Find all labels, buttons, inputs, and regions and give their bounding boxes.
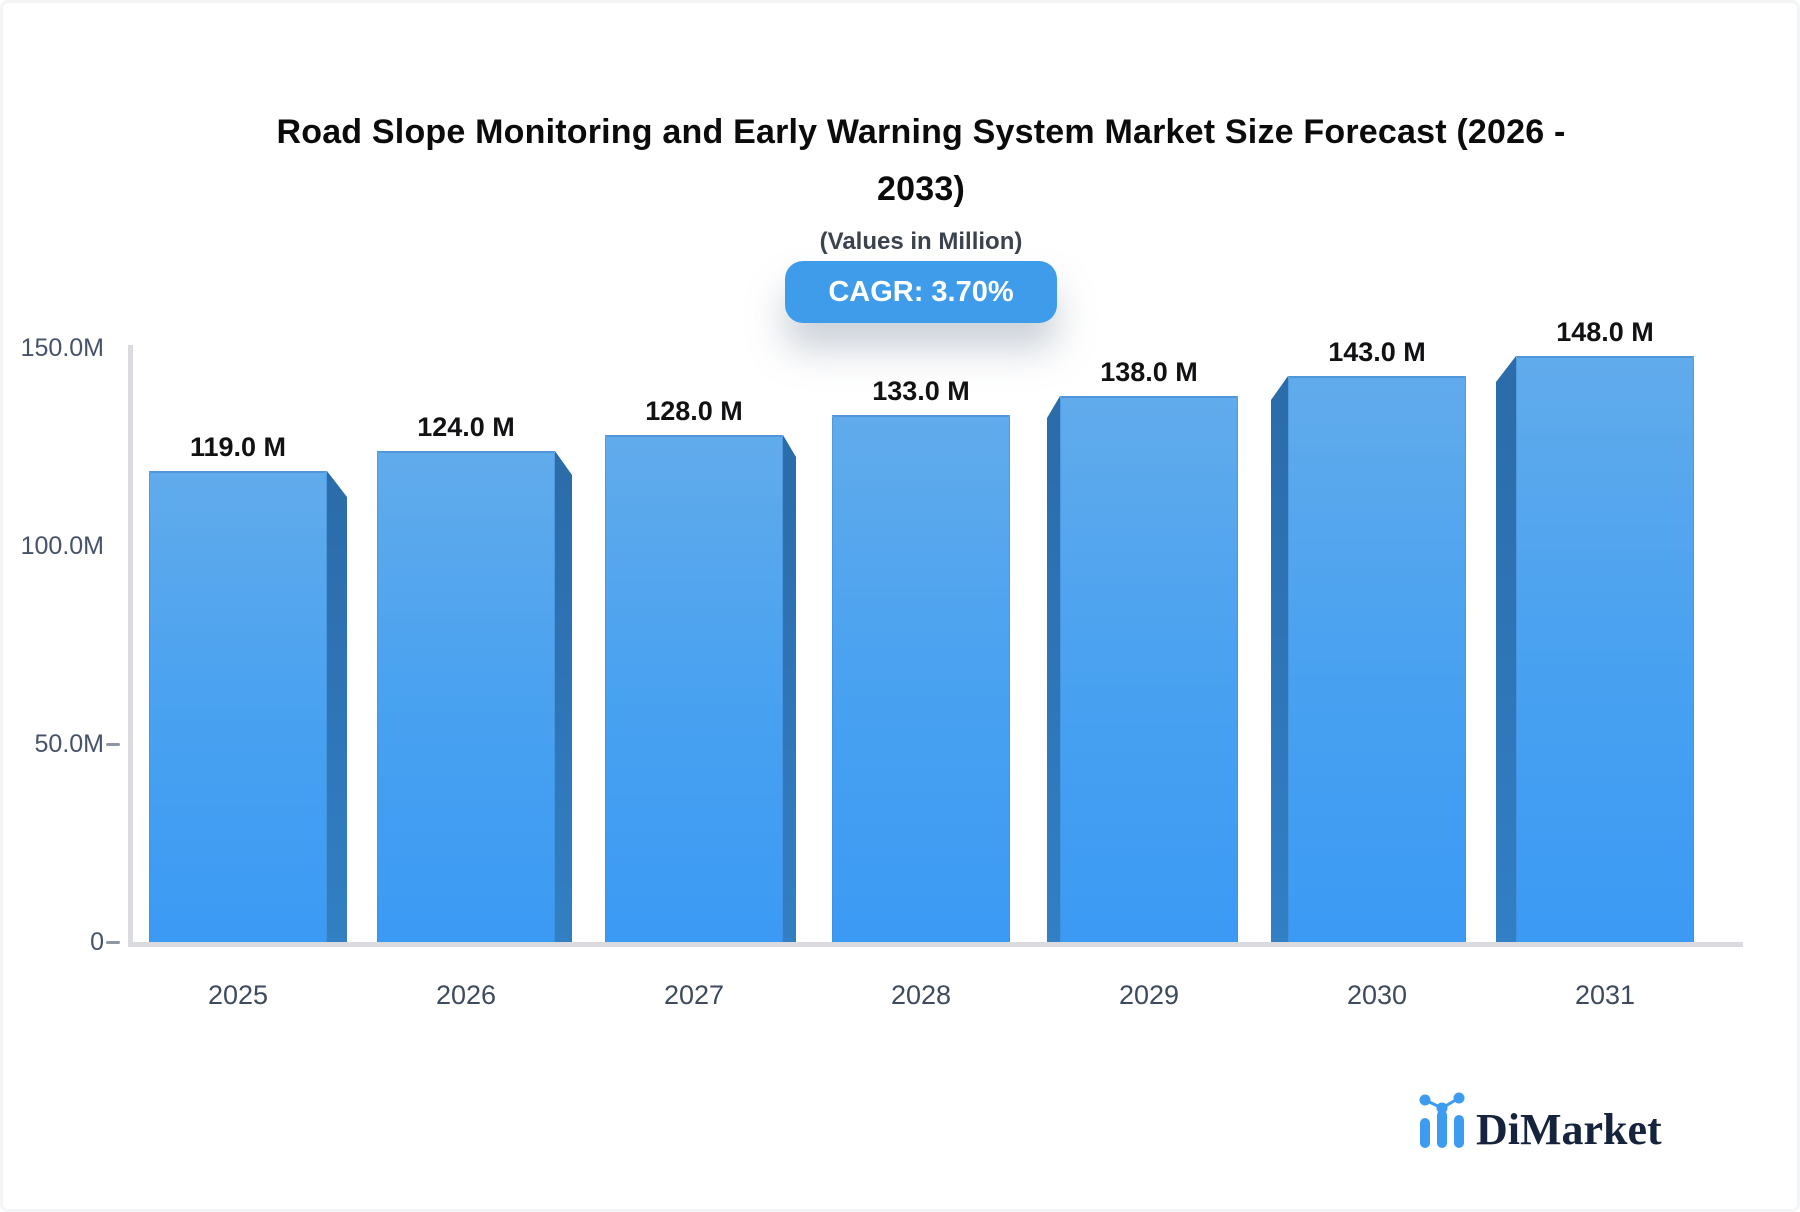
x-axis-label: 2030 [1346,980,1408,1010]
chart-title-line2: 2033) [877,170,965,208]
y-tick-mark [106,743,120,746]
y-tick-label: 0 [90,928,104,956]
brand-watermark: DiMarket [1418,1088,1662,1155]
bar-value-label: 148.0 M [1556,317,1654,347]
y-axis-line [128,345,133,947]
x-axis-line [128,942,1743,947]
bar-side [1496,356,1516,942]
bar-value-label: 133.0 M [872,376,970,406]
bar-value-label: 119.0 M [189,432,287,462]
y-tick-label: 100.0M [20,532,104,560]
x-axis-label: 2031 [1574,980,1636,1010]
bar-side [783,435,796,942]
chart-subtitle: (Values in Million) [819,228,1023,255]
bar[interactable] [832,415,1010,942]
chart-title-line1: Road Slope Monitoring and Early Warning … [276,113,1566,151]
bar-value-label: 138.0 M [1100,357,1198,387]
bar-side [1047,396,1060,942]
y-tick-label: 50.0M [34,730,104,758]
bar[interactable] [1516,356,1694,942]
bar-value-label: 124.0 M [417,412,515,442]
bar-side [555,451,572,942]
bar-side [327,471,347,942]
dimarket-bars-logo-icon [1418,1088,1466,1155]
bar[interactable] [1288,376,1466,942]
bar-value-label: 128.0 M [645,396,743,426]
x-axis-label: 2025 [207,980,269,1010]
x-axis-label: 2029 [1118,980,1180,1010]
brand-name: DiMarket [1476,1105,1662,1154]
bar[interactable] [1060,396,1238,942]
x-axis-label: 2027 [663,980,725,1010]
bar-side [1271,376,1288,942]
x-axis-label: 2026 [435,980,497,1010]
x-axis-label: 2028 [890,980,952,1010]
chart-title: Road Slope Monitoring and Early Warning … [42,104,1800,218]
y-tick-mark [106,941,120,944]
y-tick-label: 150.0M [20,334,104,362]
bar[interactable] [149,471,327,942]
bar-value-label: 143.0 M [1328,337,1426,367]
bar[interactable] [377,451,555,942]
cagr-badge: CAGR: 3.70% [785,261,1057,323]
bar[interactable] [605,435,783,942]
